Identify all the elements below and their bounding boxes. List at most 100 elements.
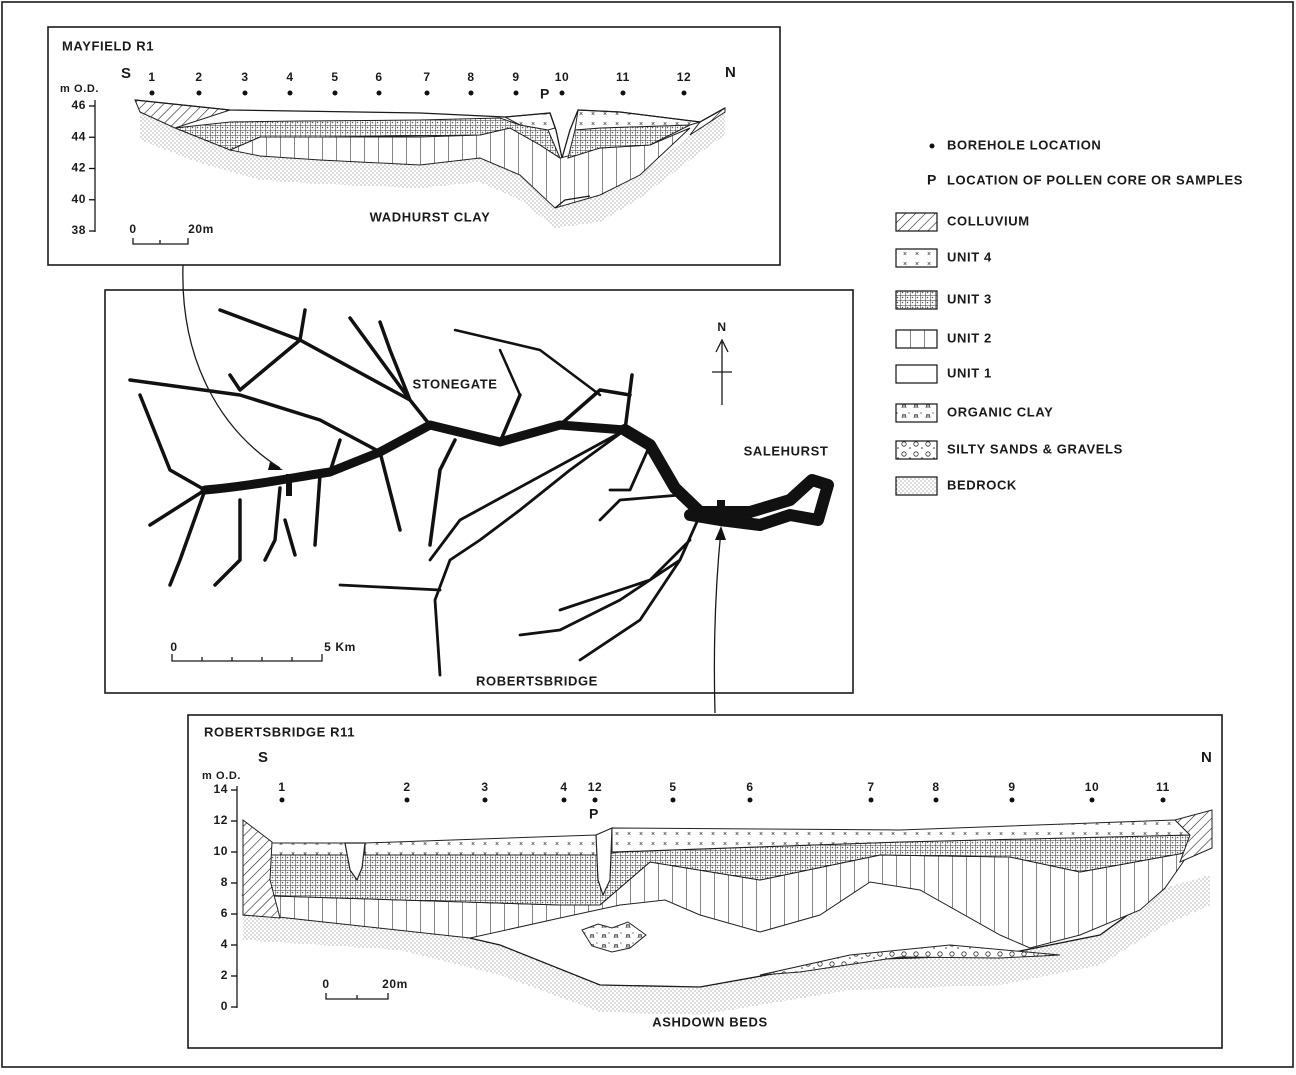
borehole-number: 11 — [616, 70, 630, 84]
borehole-number: 10 — [1085, 780, 1100, 794]
borehole-number: 12 — [677, 70, 692, 84]
legend-swatch — [896, 441, 937, 459]
borehole-dot — [377, 91, 382, 96]
borehole-dot — [288, 91, 293, 96]
arrow-head — [715, 526, 726, 540]
axis-label: m O.D. — [202, 770, 241, 782]
borehole-number: 3 — [481, 780, 488, 794]
borehole-number: 7 — [423, 70, 430, 84]
borehole-number: 9 — [512, 70, 519, 84]
legend-swatch — [896, 477, 937, 495]
borehole-number: 9 — [1008, 780, 1015, 794]
scale-bar — [172, 654, 322, 661]
legend-label: ORGANIC CLAY — [947, 404, 1053, 419]
borehole-number: 8 — [932, 780, 939, 794]
legend-label: UNIT 2 — [947, 330, 992, 345]
legend-label: SILTY SANDS & GRAVELS — [947, 441, 1123, 456]
borehole-dot — [150, 91, 155, 96]
bedrock-label: WADHURST CLAY — [370, 209, 491, 224]
legend-swatch — [896, 249, 937, 267]
borehole-dot — [748, 798, 753, 803]
y-tick-label: 6 — [221, 906, 228, 920]
scale-label: 20m — [188, 222, 214, 236]
scale-label: 0 — [170, 640, 177, 654]
catchment-map: STONEGATE SALEHURST ROBERTSBRIDGE N 0 5 … — [105, 265, 853, 713]
scale-label: 0 — [322, 977, 329, 991]
page: {"mayfield":{"title":"MAYFIELD R1","axis… — [0, 0, 1296, 1070]
mayfield-section: MAYFIELD R1 m O.D. S N P WADHURST CLAY 0… — [48, 27, 780, 265]
borehole-dot — [1090, 798, 1095, 803]
borehole-dot — [869, 798, 874, 803]
legend-swatch — [896, 330, 937, 348]
y-tick-label: 14 — [213, 782, 228, 796]
borehole-symbol — [930, 144, 935, 149]
place-label: STONEGATE — [412, 376, 497, 391]
axis-label: m O.D. — [60, 83, 99, 95]
link-arrow — [714, 530, 721, 713]
north-arrow — [712, 340, 732, 405]
borehole-dot — [1010, 798, 1015, 803]
borehole-dot — [469, 91, 474, 96]
legend-label: BOREHOLE LOCATION — [947, 137, 1101, 152]
legend-label: LOCATION OF POLLEN CORE OR SAMPLES — [947, 172, 1243, 187]
y-tick-label: 12 — [213, 813, 228, 827]
legend-swatch — [896, 213, 937, 231]
scale-bar — [133, 238, 188, 244]
legend-label: UNIT 3 — [947, 291, 992, 306]
borehole-number: 6 — [375, 70, 382, 84]
scale-label: 20m — [382, 977, 408, 991]
y-tick-label: 44 — [71, 129, 86, 143]
borehole-number: 12 — [588, 780, 603, 794]
y-tick-label: 42 — [71, 161, 86, 175]
y-tick-label: 2 — [221, 968, 228, 982]
y-tick-label: 46 — [71, 98, 86, 112]
borehole-number: 8 — [467, 70, 474, 84]
borehole-number: 2 — [195, 70, 202, 84]
borehole-dot — [562, 798, 567, 803]
south-label: S — [258, 749, 269, 766]
borehole-number: 2 — [403, 780, 410, 794]
main-river — [205, 425, 625, 490]
panel-title: MAYFIELD R1 — [62, 38, 154, 53]
borehole-dot — [671, 798, 676, 803]
legend: BOREHOLE LOCATION P LOCATION OF POLLEN C… — [896, 137, 1243, 495]
borehole-dot — [197, 91, 202, 96]
legend-label: BEDROCK — [947, 477, 1017, 492]
scale-bar — [326, 993, 388, 999]
y-tick-label: 0 — [221, 999, 228, 1013]
legend-swatch — [896, 404, 937, 422]
panel-title: ROBERTSBRIDGE R11 — [204, 724, 355, 739]
borehole-dot — [682, 91, 687, 96]
borehole-number: 6 — [746, 780, 753, 794]
y-tick-label: 10 — [213, 844, 228, 858]
borehole-number: 7 — [867, 780, 874, 794]
borehole-dot — [405, 798, 410, 803]
borehole-dot — [280, 798, 285, 803]
borehole-dot — [483, 798, 488, 803]
legend-label: COLLUVIUM — [947, 213, 1030, 228]
borehole-dot — [1161, 798, 1166, 803]
borehole-dot — [621, 91, 626, 96]
pollen-marker: P — [589, 806, 599, 822]
site-marker — [717, 500, 725, 524]
y-tick-label: 4 — [221, 937, 228, 951]
borehole-number: 5 — [331, 70, 338, 84]
borehole-dot — [243, 91, 248, 96]
borehole-number: 1 — [148, 70, 155, 84]
robertsbridge-section: ROBERTSBRIDGE R11 m O.D. S N P ASHDOWN B… — [188, 715, 1222, 1048]
borehole-number: 4 — [286, 70, 293, 84]
legend-swatch — [896, 365, 937, 383]
legend-label: UNIT 4 — [947, 249, 992, 264]
arrow-head — [268, 462, 283, 470]
y-tick-label: 38 — [71, 223, 86, 237]
borehole-dot — [514, 91, 519, 96]
figure: × MAYFIELD R1 m O.D. S N P WADHURST CLAY… — [0, 0, 1296, 1070]
y-tick-label: 8 — [221, 875, 228, 889]
borehole-dot — [593, 798, 598, 803]
borehole-number: 5 — [669, 780, 676, 794]
link-arrow — [183, 265, 280, 468]
borehole-number: 3 — [241, 70, 248, 84]
legend-swatch — [896, 291, 937, 309]
y-tick-label: 40 — [71, 192, 86, 206]
borehole-dot — [333, 91, 338, 96]
